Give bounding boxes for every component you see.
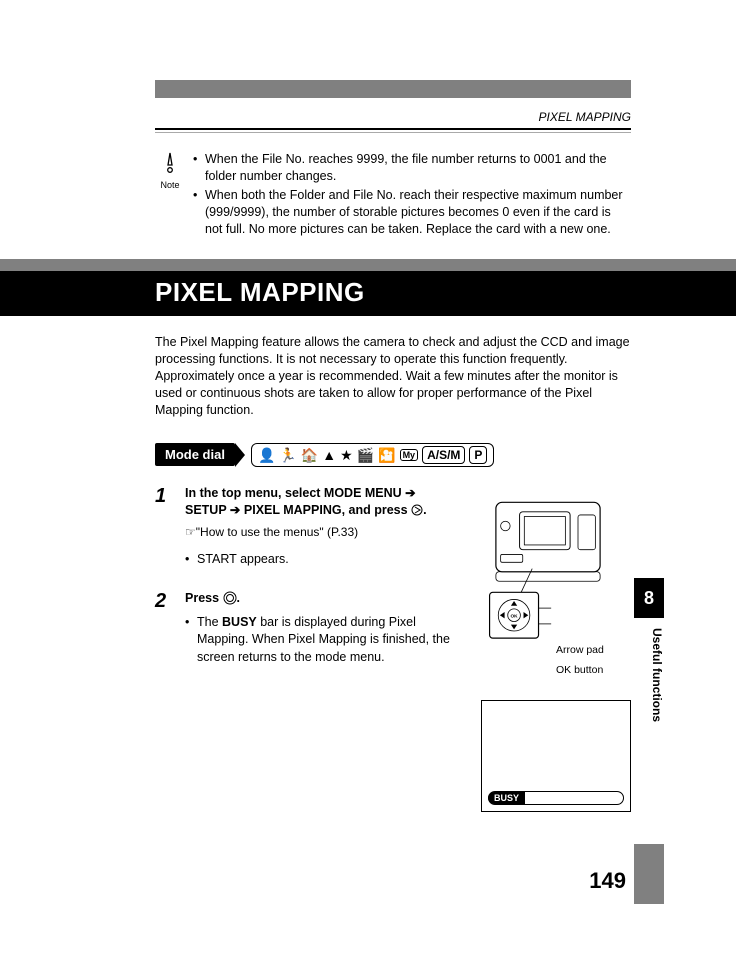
mode-dial-row: Mode dial 👤 🏃 🏠 ▲ ★ 🎬 🎦 My A/S/M P <box>155 443 631 467</box>
rule-dark <box>155 128 631 130</box>
p-mode: P <box>469 446 487 464</box>
portrait-icon: 👤 <box>258 448 275 462</box>
sports-icon: 🏃 <box>279 448 296 462</box>
step-2-bullet: The BUSY bar is displayed during Pixel M… <box>185 614 455 667</box>
busy-screen: BUSY <box>481 700 631 812</box>
right-arrow-button-icon <box>411 504 423 516</box>
step-number: 1 <box>155 485 173 568</box>
mode-dial-label: Mode dial <box>155 443 235 466</box>
busy-tag: BUSY <box>488 792 525 804</box>
note-block: Note When the File No. reaches 9999, the… <box>155 151 631 239</box>
arrow-pad-label: Arrow pad <box>556 644 604 656</box>
ok-button-icon <box>223 591 237 605</box>
page-number: 149 <box>589 868 626 894</box>
camera-diagram: OK Arrow pad OK button <box>468 496 628 649</box>
header-section-name: PIXEL MAPPING <box>155 110 631 124</box>
step-1-reference: ☞"How to use the menus" (P.33) <box>185 524 435 541</box>
top-grey-bar <box>155 80 631 98</box>
note-list: When the File No. reaches 9999, the file… <box>193 151 631 239</box>
indoor-icon: 🏠 <box>301 448 318 462</box>
step-1-bullet: START appears. <box>185 551 435 569</box>
note-item: When the File No. reaches 9999, the file… <box>193 151 631 185</box>
intro-paragraph: The Pixel Mapping feature allows the cam… <box>155 334 631 418</box>
step-2-title: Press . <box>185 590 455 608</box>
note-label: Note <box>155 180 185 190</box>
night-icon: ★ <box>340 448 353 462</box>
asm-mode: A/S/M <box>422 446 465 464</box>
step-number: 2 <box>155 590 173 666</box>
mode-icons-group: 👤 🏃 🏠 ▲ ★ 🎬 🎦 My A/S/M P <box>251 443 494 467</box>
section-title: PIXEL MAPPING <box>0 271 736 316</box>
exclamation-icon <box>158 151 182 175</box>
chapter-label: Useful functions <box>634 628 664 748</box>
svg-text:OK: OK <box>511 614 519 620</box>
step-1-title: In the top menu, select MODE MENU ➔ SETU… <box>185 485 435 520</box>
page-number-bar <box>634 844 664 904</box>
scene-icon: 🎦 <box>378 448 395 462</box>
landscape-icon: ▲ <box>322 448 336 462</box>
chapter-tab: 8 <box>634 578 664 618</box>
movie-icon: 🎬 <box>357 448 374 462</box>
my-mode-icon: My <box>400 449 419 461</box>
ok-button-label: OK button <box>556 664 603 676</box>
note-item: When both the Folder and File No. reach … <box>193 187 631 238</box>
section-title-bar: PIXEL MAPPING <box>0 259 736 316</box>
rule-light <box>155 132 631 133</box>
